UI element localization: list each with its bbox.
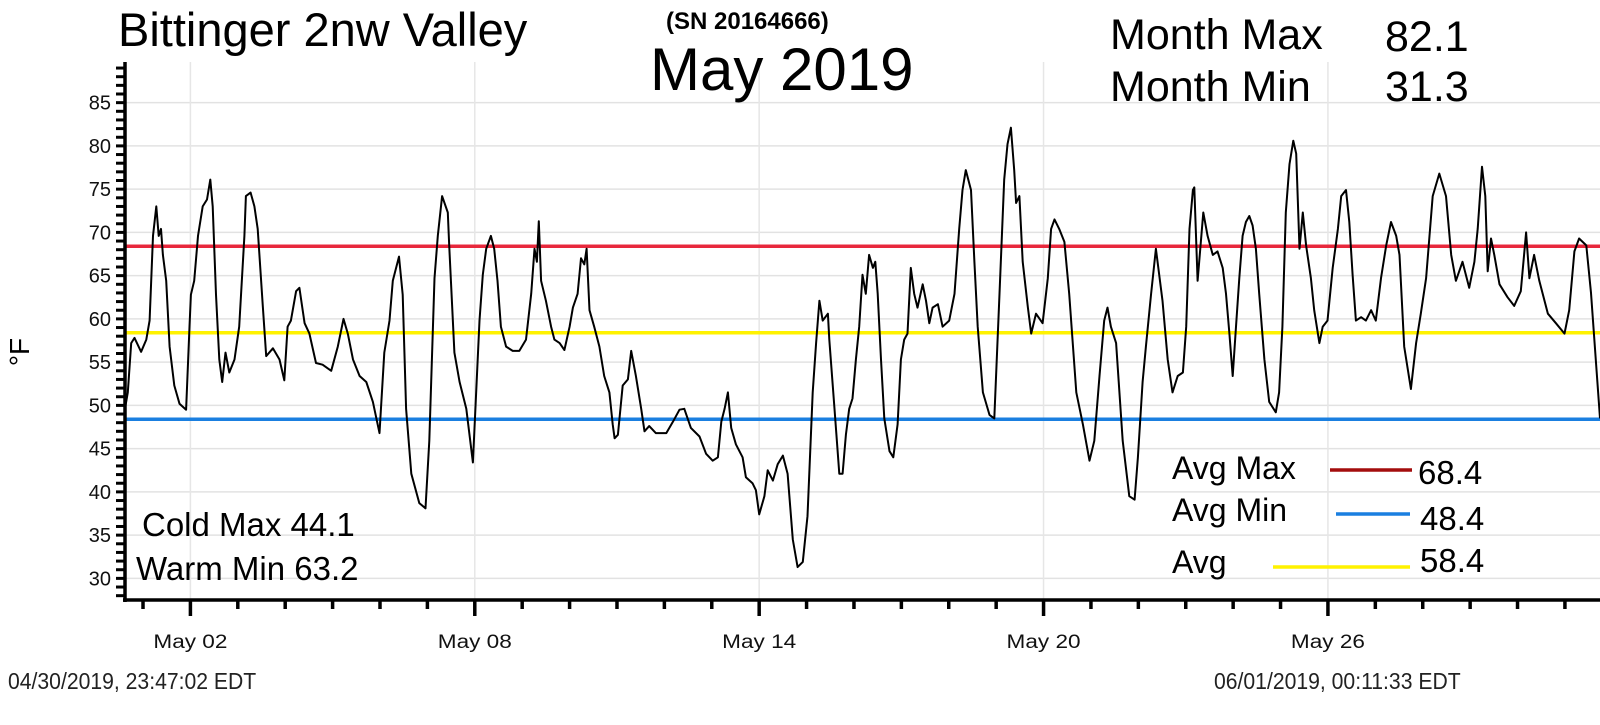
serial-number: (SN 20164666) [666,8,829,35]
y-tick-label: 50 [89,395,111,417]
y-tick-label: 45 [89,439,111,461]
y-tick-label: 75 [89,179,111,201]
legend-avg-value: 58.4 [1420,542,1485,579]
x-tick-label: May 14 [722,632,797,653]
warm-min-annotation: Warm Min 63.2 [136,550,359,587]
y-tick-label: 85 [89,93,111,115]
station-title: Bittinger 2nw Valley [118,3,528,56]
legend-swatches [1273,468,1412,569]
temperature-series-line [123,126,1600,569]
x-tick-label: May 02 [153,632,227,653]
y-tick-label: 80 [89,136,111,158]
y-axis-label: °F [4,337,36,367]
month-max-value: 82.1 [1385,13,1469,61]
x-tick-label: May 08 [438,632,512,653]
axes: 30 35 40 45 50 55 60 65 70 75 80 85 May 02 May 08 May … [89,62,1600,653]
start-timestamp: 04/30/2019, 23:47:02 EDT [8,668,257,694]
y-tick-label: 70 [89,222,111,244]
reference-lines [125,244,1600,421]
month-min-value: 31.3 [1385,63,1469,111]
end-timestamp: 06/01/2019, 00:11:33 EDT [1214,668,1461,694]
legend-avg-label: Avg [1172,544,1227,580]
series-layer [123,126,1600,569]
legend-avg-min-label: Avg Min [1172,492,1288,528]
cold-max-annotation: Cold Max 44.1 [142,506,355,543]
month-min-label: Month Min [1110,63,1311,111]
y-tick-label: 40 [89,482,111,504]
x-tick-label: May 26 [1291,632,1365,653]
y-tick-label: 35 [89,525,111,547]
period-title: May 2019 [650,36,914,103]
month-max-label: Month Max [1110,11,1323,59]
legend-avg-max-label: Avg Max [1172,450,1296,486]
legend-avg-min-value: 48.4 [1420,500,1485,537]
y-tick-label: 55 [89,352,111,374]
x-tick-label: May 20 [1007,632,1081,653]
legend-avg-max-value: 68.4 [1418,454,1483,491]
y-tick-label: 60 [89,309,111,331]
y-tick-label: 30 [89,568,111,590]
y-tick-label: 65 [89,266,111,288]
